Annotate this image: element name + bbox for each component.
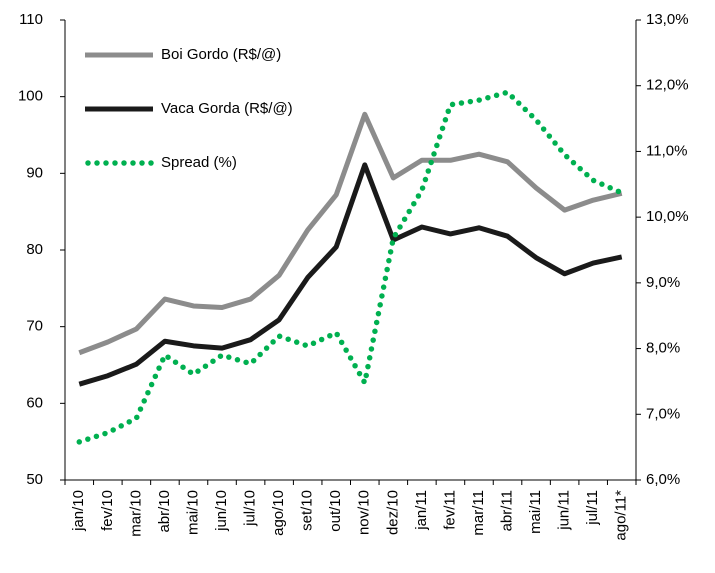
x-tick-label: dez/10 [384,490,401,535]
legend-label: Spread (%) [161,154,237,171]
y2-tick-label: 6,0% [646,471,680,488]
y2-tick-label: 13,0% [646,11,689,28]
y-tick-label: 90 [26,164,43,181]
y-tick-label: 70 [26,318,43,335]
x-tick-label: jun/11 [556,490,573,531]
x-tick-label: nov/10 [356,490,373,535]
series-line [76,89,625,445]
x-tick-label: jan/10 [70,490,87,532]
y2-tick-label: 12,0% [646,77,689,94]
series-line [78,111,623,356]
y-tick-label: 110 [19,11,43,28]
x-tick-label: jul/11 [584,490,601,526]
x-tick-label: mai/10 [184,490,201,535]
legend-label: Vaca Gorda (R$/@) [161,100,293,117]
x-tick-label: jan/11 [413,490,430,531]
legend-label: Boi Gordo (R$/@) [161,46,281,63]
series-line [78,162,623,387]
x-tick-label: jul/10 [242,490,259,527]
x-tick-label: mar/11 [470,490,487,536]
x-tick-label: jun/10 [213,490,230,532]
y-tick-label: 60 [26,394,43,411]
y2-tick-label: 8,0% [646,340,680,357]
x-tick-label: out/10 [327,490,344,532]
y2-tick-label: 9,0% [646,274,680,291]
x-tick-label: abr/11 [498,490,515,531]
x-tick-label: mai/11 [527,490,544,534]
x-tick-label: set/10 [299,490,316,531]
y2-tick-label: 7,0% [646,405,680,422]
x-tick-label: ago/10 [270,490,287,536]
x-tick-label: fev/11 [441,490,458,530]
y-tick-label: 50 [26,471,43,488]
x-tick-label: fev/10 [99,490,116,531]
y2-tick-label: 10,0% [646,208,689,225]
x-tick-label: abr/10 [156,490,173,533]
x-tick-label: mar/10 [127,490,144,537]
y2-tick-label: 11,0% [646,142,687,159]
y-tick-label: 80 [26,241,43,258]
y-tick-label: 100 [18,88,43,105]
x-tick-label: ago/11* [613,490,630,541]
